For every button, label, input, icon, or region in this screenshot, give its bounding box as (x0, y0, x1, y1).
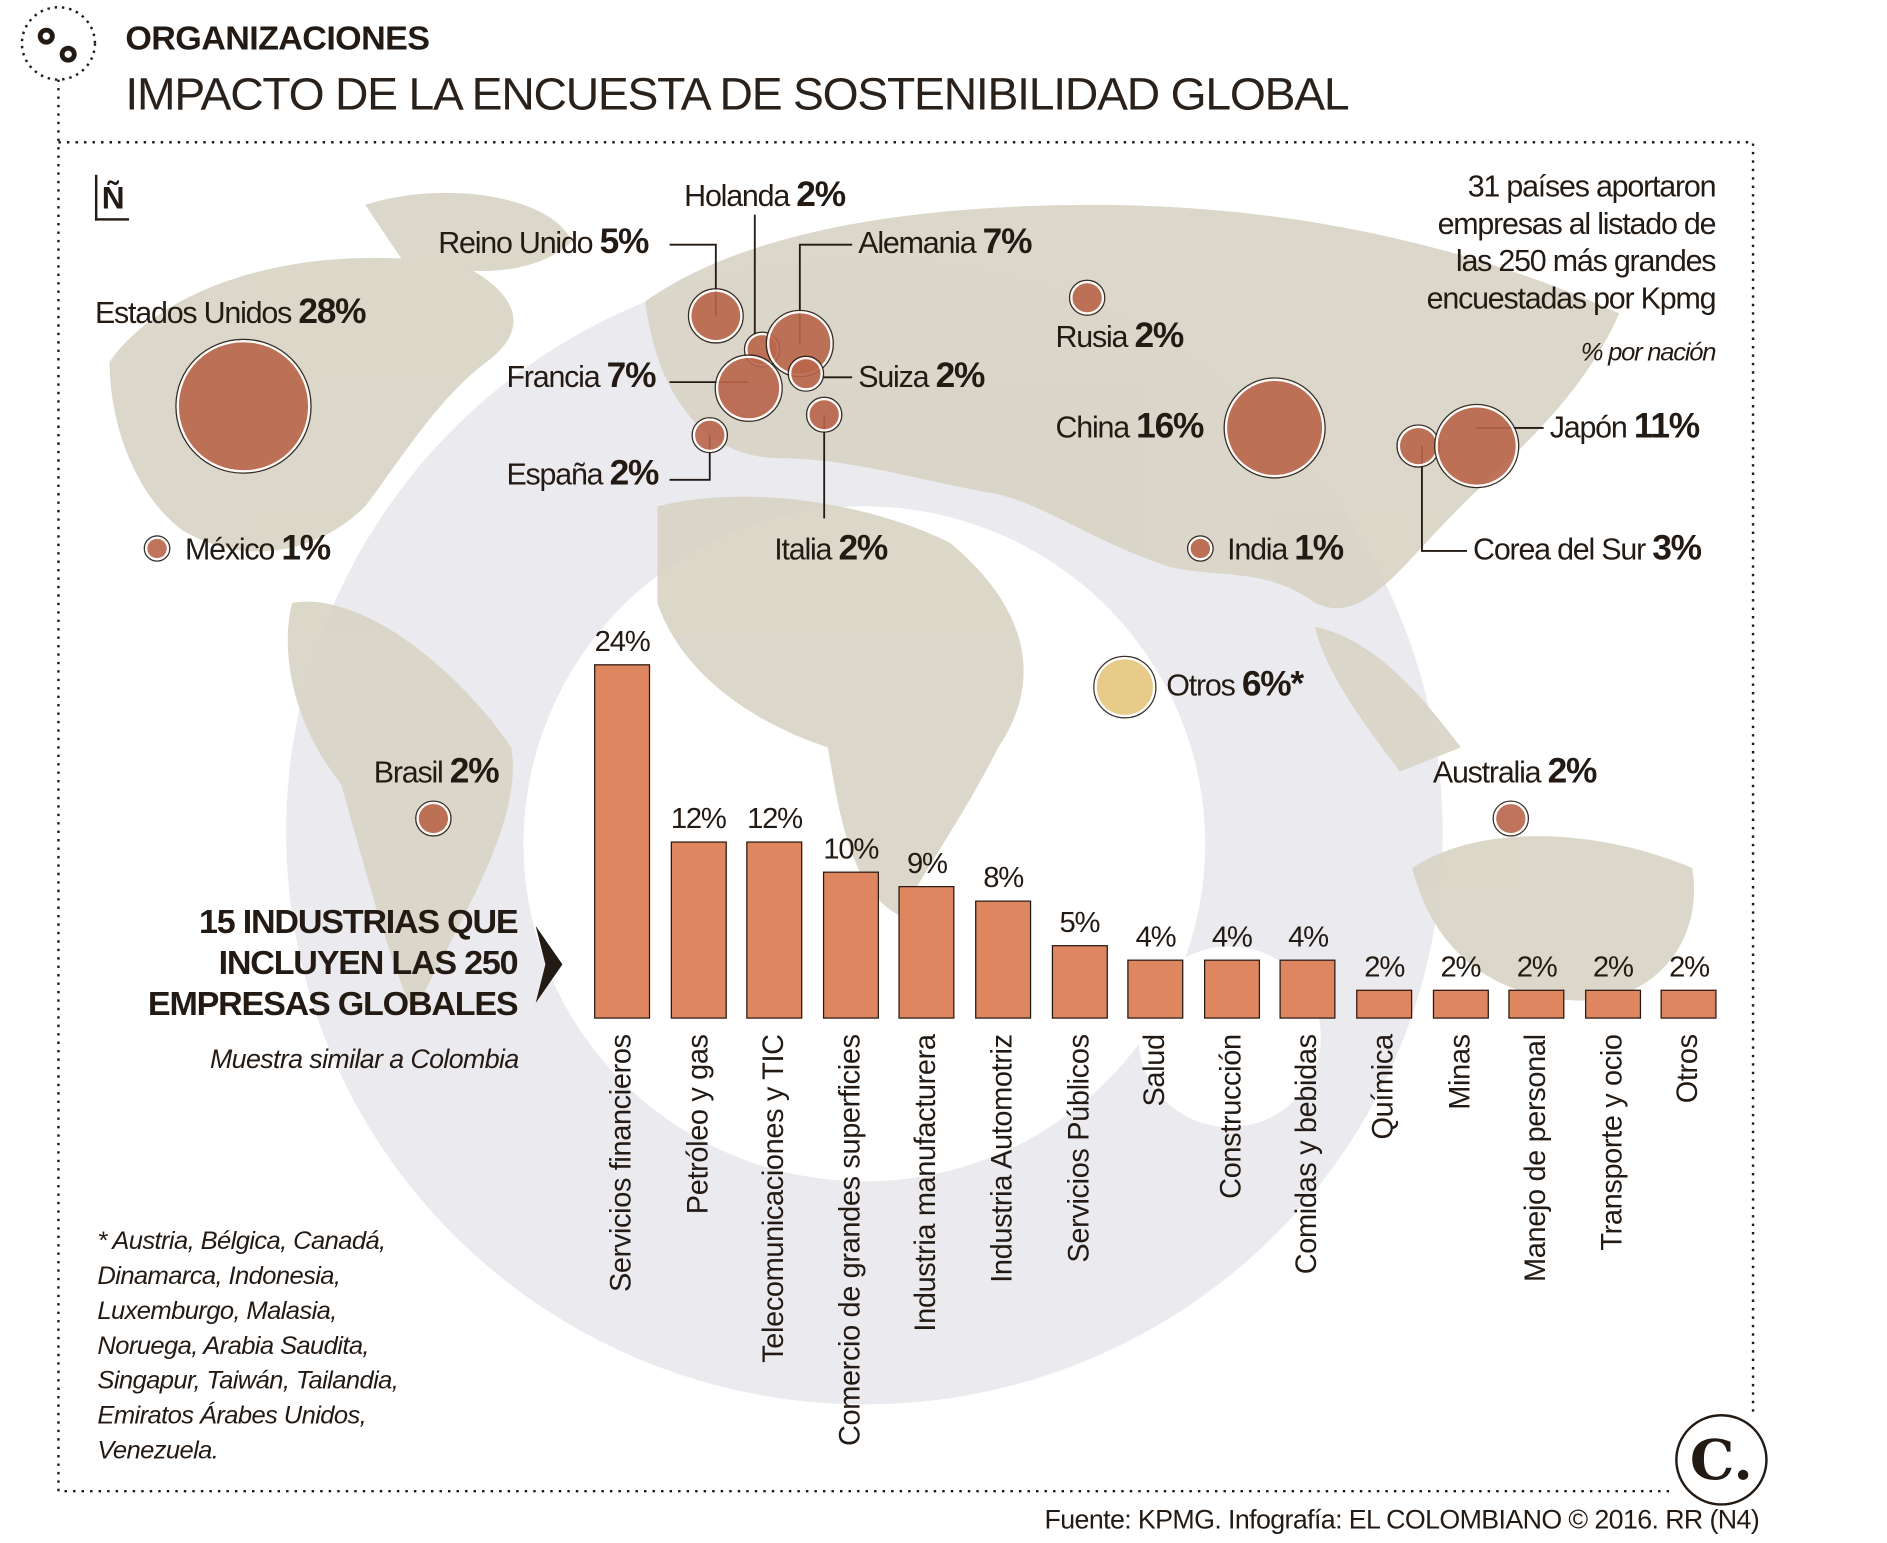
arrow-right-icon (535, 925, 563, 1003)
bar-value-label: 12% (747, 802, 803, 836)
bar-value-label: 8% (983, 861, 1024, 895)
map-note-sub: % por nación (1580, 338, 1717, 367)
bar (1279, 959, 1336, 1019)
category-label: Transporte y ocio (1595, 1034, 1629, 1251)
bar (594, 664, 651, 1019)
country-label: Rusia 2% (1055, 317, 1184, 356)
country-bubble (806, 396, 843, 433)
bar (1127, 959, 1184, 1019)
country-label: India 1% (1227, 529, 1344, 568)
bar-value-label: 10% (823, 832, 879, 865)
country-label: Brasil 2% (373, 752, 500, 791)
country-bubble (1223, 377, 1326, 479)
category-label: Servicios Públicos (1062, 1034, 1096, 1263)
bar-value-label: 5% (1059, 906, 1100, 939)
el-colombiano-logo: C. (1675, 1414, 1768, 1506)
bar (1051, 944, 1108, 1019)
country-label: Otros 6%* (1166, 665, 1304, 705)
country-label: China 16% (1055, 407, 1204, 447)
country-label: España 2% (506, 454, 659, 494)
bar-value-label: 2% (1592, 950, 1634, 984)
country-bubble (1492, 800, 1529, 837)
country-bubble (1396, 424, 1441, 468)
bar (1508, 989, 1565, 1019)
country-label: Corea del Sur 3% (1473, 529, 1702, 568)
country-bubble (1093, 656, 1157, 719)
bar-value-label: 2% (1440, 950, 1481, 984)
bar-value-label: 24% (594, 625, 651, 659)
footnote: * Austria, Bélgica, Canadá, Dinamarca, In… (97, 1227, 399, 1465)
country-bubble (143, 535, 171, 562)
category-label: Petróleo y gas (681, 1034, 715, 1215)
category-label: Química (1367, 1034, 1401, 1140)
country-bubble (175, 339, 312, 474)
category-label: Manejo de personal (1519, 1034, 1553, 1282)
bar (898, 885, 955, 1019)
industries-heading: 15 INDUSTRIAS QUE INCLUYEN LAS 250 EMPRESA… (147, 902, 519, 1023)
bar-value-label: 12% (670, 802, 727, 836)
gear-icon (37, 27, 77, 63)
bar (822, 870, 879, 1019)
map-note: 31 países aportaron empresas al listado d… (1426, 169, 1717, 316)
bar (1203, 959, 1260, 1019)
country-label: Italia 2% (774, 529, 888, 568)
category-label: Comidas y bebidas (1290, 1034, 1324, 1275)
category-label: Comercio de grandes superficies (833, 1034, 867, 1447)
section-kicker: ORGANIZACIONES (125, 19, 430, 57)
category-label: Telecomunicaciones y TIC (757, 1034, 791, 1363)
bar-value-label: 2% (1364, 950, 1405, 984)
bar (1356, 989, 1413, 1019)
bar-value-label: 4% (1211, 921, 1253, 954)
bar (746, 841, 803, 1019)
category-label: Industria Automotriz (986, 1034, 1019, 1283)
country-label: Japón 11% (1549, 407, 1700, 447)
bar-value-label: 4% (1288, 921, 1329, 954)
page-title: IMPACTO DE LA ENCUESTA DE SOSTENIBILIDAD… (125, 69, 1349, 121)
category-label: Minas (1443, 1034, 1477, 1110)
bar (670, 841, 727, 1019)
bar-value-label: 2% (1669, 950, 1710, 984)
bar (1584, 989, 1641, 1019)
bar (1432, 989, 1489, 1019)
country-label: Suiza 2% (858, 356, 985, 396)
category-label: Salud (1138, 1034, 1172, 1107)
gear-icon-frame (20, 6, 97, 81)
country-label: Holanda 2% (684, 176, 846, 215)
country-bubble (787, 355, 824, 392)
category-label: Servicios financieros (605, 1034, 638, 1293)
source-credit: Fuente: KPMG. Infografía: EL COLOMBIANO … (1044, 1504, 1760, 1535)
country-bubble (1069, 279, 1106, 316)
north-compass-icon: Ñ (94, 174, 130, 221)
country-label: México 1% (185, 529, 331, 568)
bar-value-label: 4% (1135, 921, 1177, 954)
country-bubble (1186, 535, 1214, 562)
frame-border (57, 79, 1755, 1493)
country-label: Francia 7% (506, 356, 656, 396)
country-label: Reino Unido 5% (438, 223, 649, 262)
bar-value-label: 9% (907, 847, 948, 880)
country-bubble (687, 287, 745, 345)
bar (1661, 989, 1718, 1019)
world-map (109, 192, 1695, 1013)
category-label: Industria manufacturera (909, 1034, 943, 1332)
country-label: Estados Unidos 28% (94, 292, 367, 332)
bar (975, 900, 1032, 1019)
country-bubble (1434, 404, 1520, 489)
industries-subheading: Muestra similar a Colombia (209, 1043, 519, 1075)
country-bubble (691, 417, 728, 454)
category-label: Construcción (1214, 1034, 1248, 1199)
bar-value-label: 2% (1516, 950, 1558, 984)
country-label: Alemania 7% (858, 223, 1032, 262)
country-label: Australia 2% (1432, 752, 1598, 791)
country-bubble (714, 354, 783, 422)
country-bubble (415, 800, 452, 837)
